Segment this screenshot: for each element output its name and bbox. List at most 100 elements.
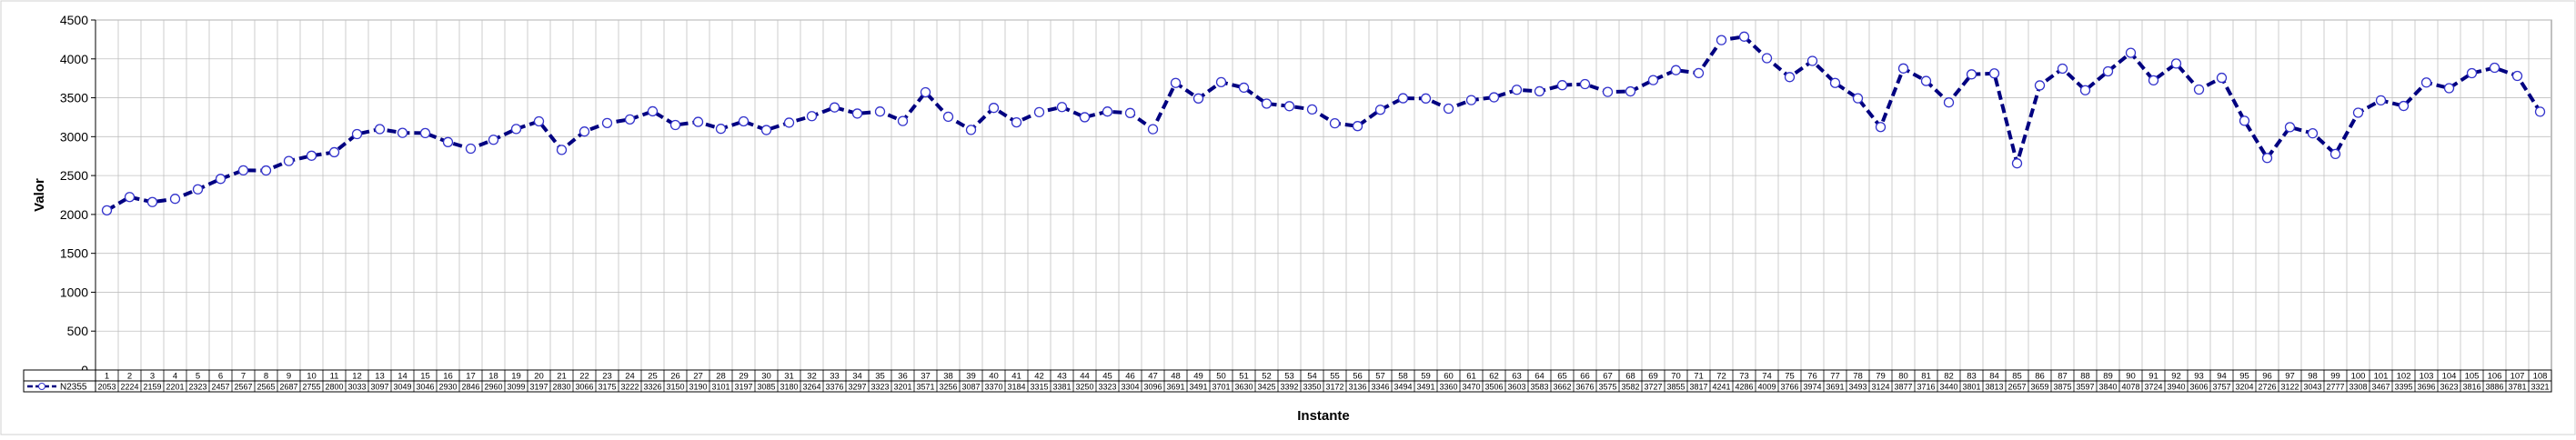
- y-tick-label: 4500: [60, 13, 88, 27]
- data-label: 2777: [2326, 383, 2344, 392]
- x-tick-label: 48: [1171, 372, 1181, 382]
- x-tick-label: 56: [1353, 372, 1363, 382]
- data-label: 3172: [1325, 383, 1343, 392]
- data-point: [920, 86, 931, 98]
- data-label: 3491: [1416, 383, 1434, 392]
- x-tick-label: 34: [852, 372, 862, 382]
- data-label: 3315: [1030, 383, 1048, 392]
- data-label: 3222: [620, 383, 639, 392]
- data-point: [1716, 35, 1727, 45]
- x-tick-label: 1: [105, 372, 109, 382]
- data-point: [192, 184, 204, 195]
- x-tick-label: 22: [579, 372, 589, 382]
- data-point: [419, 127, 431, 139]
- data-label: 3087: [961, 383, 980, 392]
- data-label: 3376: [825, 383, 843, 392]
- data-point: [556, 145, 568, 155]
- data-label: 3623: [2440, 383, 2458, 392]
- data-point: [2284, 122, 2296, 133]
- data-label: 3323: [870, 383, 889, 392]
- data-point: [1192, 93, 1204, 104]
- data-point: [2148, 75, 2159, 86]
- data-point: [2261, 153, 2273, 164]
- data-point: [1374, 105, 1386, 115]
- y-tick-label: 500: [67, 324, 89, 338]
- data-label: 3875: [2053, 383, 2071, 392]
- data-point: [1693, 67, 1705, 79]
- data-label: 2323: [188, 383, 206, 392]
- x-tick-label: 57: [1375, 372, 1385, 382]
- x-tick-label: 59: [1421, 372, 1431, 382]
- data-label: 2457: [211, 383, 229, 392]
- data-point: [647, 105, 659, 117]
- data-point: [1397, 93, 1409, 104]
- x-tick-label: 10: [307, 372, 317, 382]
- data-label: 2960: [484, 383, 502, 392]
- data-label: 3470: [1462, 383, 1480, 392]
- data-point: [1147, 124, 1159, 135]
- data-point: [1943, 97, 1955, 108]
- data-label: 3781: [2508, 383, 2526, 392]
- data-label: 3370: [984, 383, 1002, 392]
- x-tick-label: 42: [1034, 372, 1044, 382]
- data-point: [624, 114, 636, 125]
- x-tick-label: 108: [2533, 372, 2548, 382]
- x-tick-label: 92: [2171, 372, 2181, 382]
- x-tick-label: 52: [1262, 372, 1272, 382]
- data-point: [237, 165, 249, 176]
- data-label: 3297: [848, 383, 866, 392]
- x-tick-label: 105: [2465, 372, 2480, 382]
- data-point: [1602, 86, 1614, 97]
- x-tick-label: 17: [466, 372, 476, 382]
- data-label: 3727: [1644, 383, 1662, 392]
- data-label: 2053: [97, 383, 116, 392]
- data-point: [1966, 69, 1977, 80]
- x-tick-label: 86: [2035, 372, 2045, 382]
- data-point: [1852, 93, 1864, 104]
- data-label: 3691: [1826, 383, 1844, 392]
- data-label: 3085: [757, 383, 775, 392]
- data-point: [2011, 158, 2023, 169]
- data-point: [442, 136, 454, 147]
- data-point: [1670, 65, 1682, 75]
- data-label: 3757: [2212, 383, 2230, 392]
- x-tick-label: 72: [1716, 372, 1726, 382]
- data-point: [397, 127, 408, 138]
- data-point: [2125, 47, 2137, 58]
- data-point: [169, 194, 181, 205]
- x-tick-label: 32: [807, 372, 817, 382]
- data-label: 3491: [1189, 383, 1207, 392]
- data-label: 3662: [1553, 383, 1571, 392]
- x-tick-label: 67: [1603, 372, 1613, 382]
- x-tick-label: 29: [739, 372, 749, 382]
- data-point: [2420, 77, 2432, 88]
- x-tick-label: 53: [1284, 372, 1294, 382]
- data-label: 3494: [1394, 383, 1412, 392]
- data-label: 3506: [1484, 383, 1503, 392]
- x-tick-label: 25: [648, 372, 658, 382]
- x-tick-label: 76: [1807, 372, 1817, 382]
- data-point: [1102, 106, 1113, 117]
- x-tick-label: 37: [921, 372, 931, 382]
- data-label: 3201: [893, 383, 911, 392]
- data-point: [533, 115, 545, 127]
- data-label: 3096: [1143, 383, 1162, 392]
- data-label: 3066: [575, 383, 593, 392]
- data-point: [1829, 77, 1841, 88]
- x-tick-label: 74: [1762, 372, 1772, 382]
- data-label: 3124: [1871, 383, 1889, 392]
- data-label: 3886: [2485, 383, 2503, 392]
- data-label: 3321: [2531, 383, 2549, 392]
- data-label: 3122: [2280, 383, 2299, 392]
- data-label: 2159: [143, 383, 161, 392]
- data-point: [2466, 67, 2478, 79]
- x-tick-label: 24: [625, 372, 635, 382]
- data-label: 4286: [1735, 383, 1753, 392]
- x-tick-label: 100: [2351, 372, 2366, 382]
- x-tick-label: 39: [966, 372, 976, 382]
- x-tick-label: 107: [2511, 372, 2525, 382]
- x-tick-label: 16: [443, 372, 453, 382]
